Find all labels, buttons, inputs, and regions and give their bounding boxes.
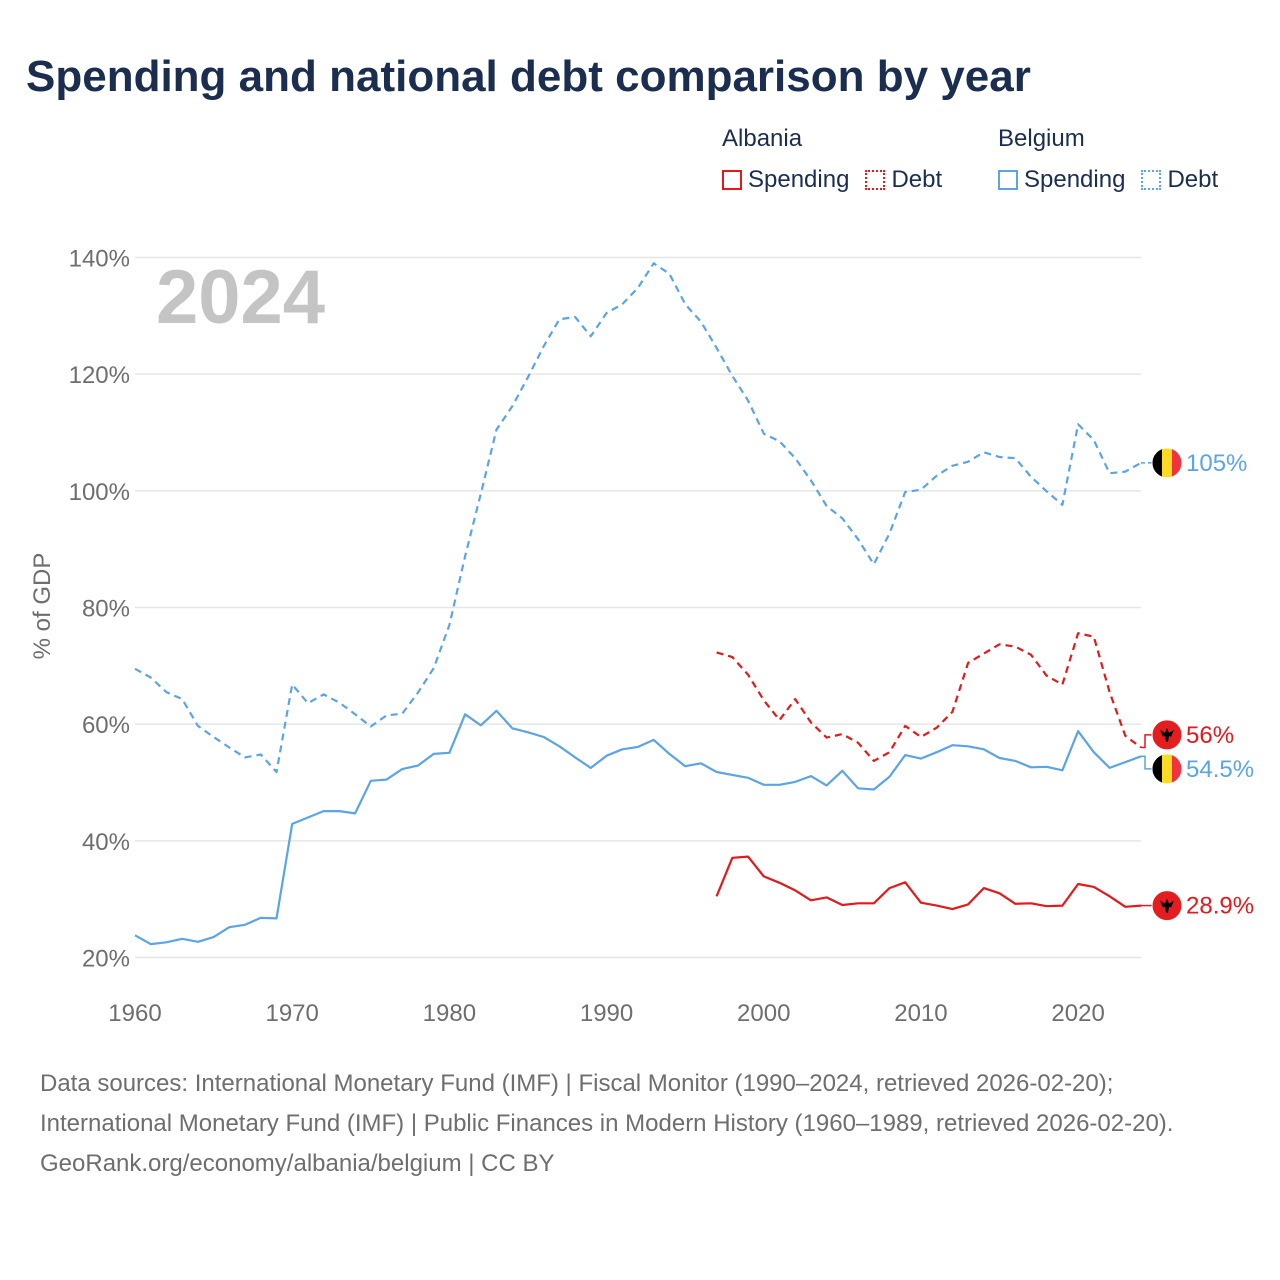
legend-swatch-solid-icon <box>998 170 1018 190</box>
credit-link[interactable]: GeoRank.org/economy/albania/belgium | CC… <box>40 1150 555 1177</box>
legend-swatch-dotted-icon <box>1141 170 1162 190</box>
eagle-icon <box>1160 898 1174 913</box>
legend-belgium-spending[interactable]: Spending <box>998 166 1125 194</box>
y-tick-label: 120% <box>69 362 130 389</box>
y-tick-label: 80% <box>82 596 130 623</box>
series-line-albania-spending[interactable] <box>715 855 1142 911</box>
y-tick-label: 140% <box>69 246 130 273</box>
footer: Data sources: International Monetary Fun… <box>40 1064 1240 1184</box>
x-tick-label: 1970 <box>265 1000 318 1027</box>
y-axis-label: % of GDP <box>29 553 56 660</box>
x-tick-label: 1980 <box>423 1000 476 1027</box>
x-tick-label: 2000 <box>737 1000 790 1027</box>
legend-label: Spending <box>748 166 850 193</box>
legend-swatch-solid-icon <box>722 170 742 190</box>
series-line-albania-debt[interactable] <box>716 632 1142 762</box>
leader-line <box>1141 755 1152 770</box>
y-tick-label: 40% <box>82 829 130 856</box>
y-tick-label: 20% <box>82 946 130 973</box>
legend-country-belgium: Belgium <box>998 125 1085 152</box>
belgium-flag-icon <box>1151 447 1183 479</box>
eagle-icon <box>1160 727 1174 742</box>
year-watermark: 2024 <box>156 255 325 340</box>
end-value-label: 28.9% <box>1186 893 1254 920</box>
data-sources: Data sources: International Monetary Fun… <box>40 1070 1174 1137</box>
albania-flag-icon <box>1151 890 1183 922</box>
x-tick-label: 2010 <box>894 1000 947 1027</box>
series-line-belgium-spending[interactable] <box>134 709 1142 946</box>
leader-line <box>1141 734 1152 749</box>
chart-title: Spending and national debt comparison by… <box>26 52 1031 101</box>
legend-label: Debt <box>1167 166 1219 193</box>
series-layer <box>134 262 1142 946</box>
legend-label: Spending <box>1024 166 1126 193</box>
legend-label: Debt <box>891 166 943 193</box>
legend-albania-debt[interactable]: Debt <box>865 166 942 194</box>
end-value-label: 54.5% <box>1186 756 1254 783</box>
albania-flag-icon <box>1151 719 1183 751</box>
grid-layer <box>135 256 1141 959</box>
end-marker-layer: 105% 54.5% 56% 28.9% <box>1141 447 1254 922</box>
legend-belgium-debt[interactable]: Debt <box>1141 166 1218 194</box>
x-tick-label: 2020 <box>1051 1000 1104 1027</box>
legend-albania-spending[interactable]: Spending <box>722 166 849 194</box>
y-tick-label: 60% <box>82 712 130 739</box>
legend-swatch-dotted-icon <box>865 170 886 190</box>
y-tick-label: 100% <box>69 479 130 506</box>
axis-layer: 20% 40% 60% 80% 100% 120% 140% 1960 1970 1980 1990… <box>69 246 1105 1028</box>
series-line-belgium-debt[interactable] <box>134 262 1142 774</box>
legend-country-albania: Albania <box>722 125 803 152</box>
end-value-label: 105% <box>1186 450 1247 477</box>
x-tick-label: 1960 <box>108 1000 161 1027</box>
x-tick-label: 1990 <box>580 1000 633 1027</box>
belgium-flag-icon <box>1151 753 1183 785</box>
legend-group-belgium: Belgium Spending Debt <box>998 124 1218 194</box>
legend-group-albania: Albania Spending Debt <box>722 124 942 194</box>
end-value-label: 56% <box>1186 722 1234 749</box>
line-chart: 2024 % of GDP 20% 40% 60% 80% 100% 120% 140% 19… <box>29 246 1254 1028</box>
